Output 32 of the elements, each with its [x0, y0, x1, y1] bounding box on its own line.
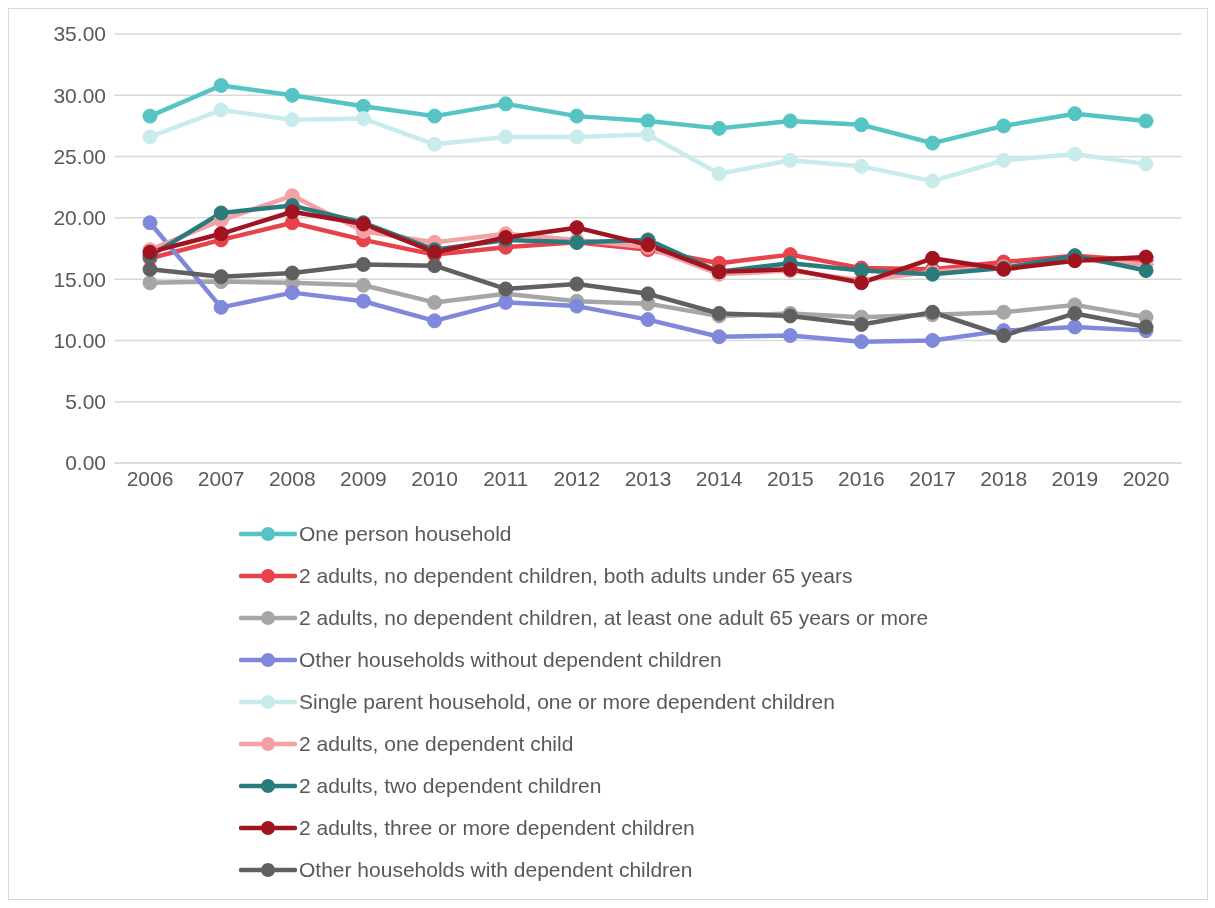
y-tick-label: 5.00: [65, 390, 106, 414]
y-tick-label: 35.00: [53, 22, 106, 46]
x-tick-label: 2012: [553, 466, 601, 490]
x-tick-label: 2017: [909, 466, 956, 490]
legend-label: 2 adults, one dependent child: [299, 732, 574, 756]
y-tick-label: 25.00: [53, 145, 106, 169]
y-tick-label: 0.00: [65, 451, 106, 475]
x-tick-label: 2006: [126, 466, 174, 490]
legend-label: Other households with dependent children: [299, 858, 693, 882]
y-tick-label: 20.00: [53, 206, 106, 230]
y-tick-label: 10.00: [53, 328, 106, 352]
x-tick-label: 2011: [483, 466, 529, 490]
y-tick-label: 30.00: [53, 83, 106, 107]
x-tick-label: 2007: [197, 466, 245, 490]
legend-label: 2 adults, no dependent children, at least one adult 65 years or more: [299, 606, 929, 630]
x-tick-label: 2008: [268, 466, 316, 490]
x-tick-label: 2018: [980, 466, 1028, 490]
legend-label: 2 adults, no dependent children, both adults under 65 years: [299, 564, 853, 588]
y-tick-label: 15.00: [53, 267, 106, 291]
legend-label: 2 adults, two dependent children: [299, 774, 602, 798]
legend-label: 2 adults, three or more dependent children: [299, 816, 695, 840]
legend-label: One person household: [299, 522, 512, 546]
x-tick-label: 2013: [624, 466, 672, 490]
legend-label: Single parent household, one or more dependent children: [299, 690, 835, 714]
x-tick-label: 2010: [411, 466, 458, 490]
x-tick-label: 2016: [838, 466, 885, 490]
x-tick-label: 2015: [766, 466, 814, 490]
x-tick-label: 2020: [1122, 466, 1170, 490]
x-tick-label: 2014: [695, 466, 743, 490]
legend-label: Other households without dependent children: [299, 648, 722, 672]
x-tick-label: 2019: [1051, 466, 1099, 490]
x-tick-label: 2009: [340, 466, 387, 490]
